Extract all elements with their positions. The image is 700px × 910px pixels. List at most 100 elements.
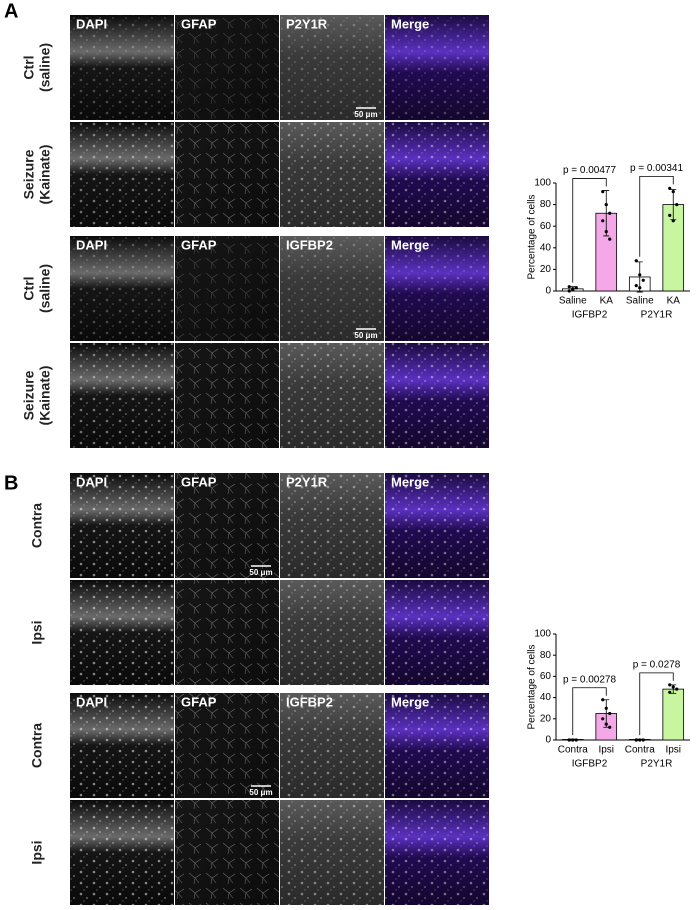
- micrograph-texture: [280, 800, 384, 905]
- micrograph-texture: [280, 236, 384, 341]
- data-point: [608, 211, 612, 215]
- data-point: [567, 285, 571, 289]
- micrograph-texture: [175, 693, 279, 798]
- micrograph-texture: [385, 473, 489, 578]
- micrograph-texture: [385, 343, 489, 448]
- panel-label: B: [4, 472, 18, 494]
- column-label: P2Y1R: [286, 474, 328, 489]
- data-point: [671, 190, 675, 194]
- data-point: [634, 259, 638, 263]
- data-point: [571, 738, 575, 742]
- data-point: [634, 284, 638, 288]
- column-label: GFAP: [181, 474, 217, 489]
- column-label: GFAP: [181, 16, 217, 31]
- data-point: [604, 722, 608, 726]
- p-value: p = 0.00341: [630, 163, 684, 174]
- y-tick-label: 40: [540, 692, 552, 703]
- data-point: [668, 690, 672, 694]
- y-tick-label: 0: [545, 286, 551, 297]
- significance-bracket: [572, 178, 607, 283]
- data-point: [601, 190, 605, 194]
- micrograph-texture: [385, 693, 489, 798]
- data-point: [608, 725, 612, 729]
- data-point: [638, 738, 642, 742]
- micrograph-texture: [70, 473, 174, 578]
- scale-bar-label: 50 μm: [354, 331, 377, 340]
- micrograph-texture: [385, 800, 489, 905]
- row-label-line: Contra: [29, 503, 45, 548]
- row-label-line: Ctrl: [21, 276, 37, 300]
- column-label: Merge: [391, 474, 429, 489]
- significance-bracket: [639, 176, 674, 257]
- data-point: [608, 237, 612, 241]
- data-point: [608, 711, 612, 716]
- p-value: p = 0.00278: [563, 674, 617, 685]
- y-tick-label: 0: [545, 735, 551, 746]
- column-label: GFAP: [181, 694, 217, 709]
- row-label: Ctrl (saline): [21, 264, 53, 313]
- data-point: [567, 289, 571, 293]
- x-tick-label: Contra: [625, 745, 655, 756]
- y-tick-label: 60: [540, 671, 552, 682]
- row-label-line: (saline): [37, 43, 53, 92]
- y-tick-label: 20: [540, 713, 552, 724]
- micrograph-texture: [280, 473, 384, 578]
- y-axis-label: Percentage of cells: [527, 644, 538, 729]
- data-point: [604, 203, 608, 207]
- data-point: [574, 738, 578, 742]
- data-point: [638, 286, 642, 290]
- micrograph-texture: [70, 800, 174, 905]
- column-label: DAPI: [76, 237, 107, 252]
- column-label: DAPI: [76, 16, 107, 31]
- p-value: p = 0.00477: [563, 165, 617, 176]
- data-point: [604, 230, 608, 234]
- error-bar: [603, 190, 610, 237]
- micrograph-texture: [70, 15, 174, 120]
- x-tick-label: Saline: [626, 296, 654, 307]
- column-label: Merge: [391, 237, 429, 252]
- data-point: [671, 685, 675, 689]
- micrograph-texture: [70, 693, 174, 798]
- column-label: IGFBP2: [286, 237, 333, 252]
- group-label: IGFBP2: [572, 310, 608, 321]
- y-tick-label: 40: [540, 242, 552, 253]
- column-label: DAPI: [76, 694, 107, 709]
- micrograph-texture: [280, 122, 384, 227]
- significance-bracket: [639, 672, 674, 736]
- micrograph-texture: [280, 580, 384, 685]
- y-tick-label: 100: [534, 178, 551, 189]
- row-label-line: Seizure: [21, 370, 37, 420]
- micrograph-texture: [385, 580, 489, 685]
- y-tick-label: 60: [540, 221, 552, 232]
- bar: [662, 688, 685, 741]
- panel-label: A: [4, 0, 18, 22]
- micrograph-texture: [280, 15, 384, 120]
- data-point: [641, 278, 645, 282]
- y-axis-label: Percentage of cells: [527, 194, 538, 279]
- data-point: [567, 738, 571, 742]
- row-label: Seizure (Kainate): [21, 145, 53, 205]
- row-label: Ipsi: [29, 840, 45, 864]
- data-point: [574, 286, 578, 290]
- x-tick-label: KA: [600, 296, 614, 307]
- significance-bracket: [572, 687, 607, 736]
- data-point: [601, 698, 605, 702]
- micrograph-texture: [175, 236, 279, 341]
- row-label-line: Seizure: [21, 149, 37, 199]
- micrograph-texture: [175, 580, 279, 685]
- micrograph-texture: [70, 122, 174, 227]
- y-axis-title: Percentage of cells: [527, 194, 538, 279]
- micrograph-texture: [175, 800, 279, 905]
- scale-bar-label: 50 μm: [354, 110, 377, 119]
- data-point: [634, 738, 638, 742]
- y-tick-label: 80: [540, 199, 552, 210]
- row-label-line: (Kainate): [37, 145, 53, 205]
- column-label: IGFBP2: [286, 694, 333, 709]
- micrograph-texture: [385, 236, 489, 341]
- x-tick-label: Contra: [558, 745, 588, 756]
- row-label: Seizure (Kainate): [21, 366, 53, 426]
- data-point: [668, 683, 672, 687]
- micrograph-texture: [175, 15, 279, 120]
- scale-bar-label: 50 μm: [249, 568, 272, 577]
